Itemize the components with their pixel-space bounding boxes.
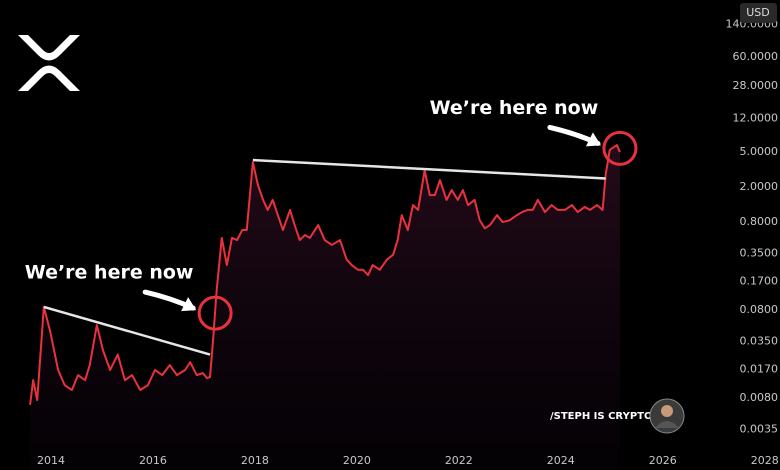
y-tick-label: 28.0000 <box>733 79 779 92</box>
y-tick-label: 0.0080 <box>740 391 779 404</box>
highlight-circle <box>197 295 233 331</box>
y-tick-label: 0.8000 <box>740 215 779 228</box>
currency-label: USD <box>746 6 770 19</box>
watermark: /STEPH IS CRYPTO <box>550 411 652 422</box>
x-tick-label: 2022 <box>445 454 473 467</box>
annotation-text: We’re here now <box>430 97 599 119</box>
xrp-logo <box>18 35 80 91</box>
price-line <box>29 144 621 406</box>
x-tick-label: 2016 <box>139 454 167 467</box>
y-tick-label: 0.0350 <box>740 335 779 348</box>
y-tick-label: 0.0800 <box>740 303 779 316</box>
x-tick-label: 2024 <box>547 454 575 467</box>
axes: 140.000060.000028.000012.00005.00002.000… <box>37 18 779 467</box>
trendline <box>252 158 606 180</box>
x-tick-label: 2020 <box>343 454 371 467</box>
annotation-arrowhead <box>181 297 197 312</box>
plot-area <box>29 144 621 470</box>
x-tick-label: 2018 <box>241 454 269 467</box>
currency-badge <box>740 3 777 23</box>
y-tick-label: 0.0170 <box>740 362 779 375</box>
trendline <box>43 305 211 356</box>
y-tick-label: 60.0000 <box>733 50 779 63</box>
annotations: We’re here now We’re here now <box>23 95 638 331</box>
avatar <box>649 398 685 434</box>
x-tick-label: 2028 <box>751 454 779 467</box>
annotation-text: We’re here now <box>25 262 194 284</box>
area <box>30 145 620 470</box>
y-tick-label: 0.0035 <box>740 423 779 436</box>
annotation-arrowhead <box>585 132 601 147</box>
y-tick-label: 0.3500 <box>740 247 779 260</box>
x-tick-label: 2026 <box>649 454 677 467</box>
y-tick-label: 12.0000 <box>733 112 779 125</box>
y-tick-label: 5.0000 <box>740 145 779 158</box>
x-tick-label: 2014 <box>37 454 65 467</box>
y-tick-label: 2.0000 <box>740 180 779 193</box>
highlight-circle <box>602 130 638 166</box>
y-tick-label: 0.1700 <box>740 274 779 287</box>
